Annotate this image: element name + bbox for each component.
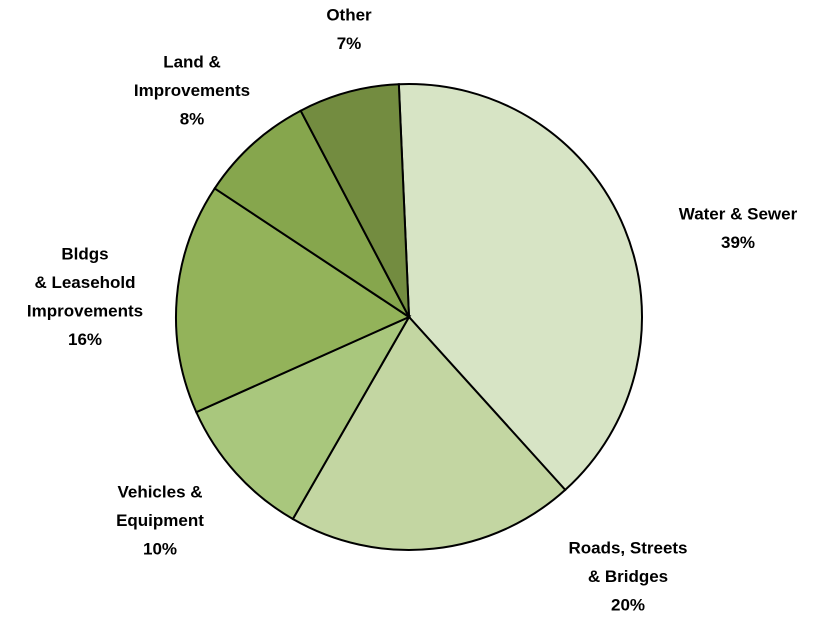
value-label: 7% — [337, 34, 362, 53]
pie-slice — [175, 187, 412, 414]
pie-slice — [291, 315, 567, 551]
pie-slice — [397, 83, 643, 492]
value-label: 20% — [611, 595, 645, 614]
slice-label: Vehicles & — [117, 482, 202, 501]
value-label: 10% — [143, 539, 177, 558]
pie-slice — [299, 83, 410, 318]
slice-label: Equipment — [116, 511, 204, 530]
slice-label: & Leasehold — [34, 273, 135, 292]
slice-label: Water & Sewer — [679, 204, 798, 223]
pie-slice — [213, 109, 410, 318]
slice-label: Improvements — [27, 301, 143, 320]
slice-label: Bldgs — [61, 244, 108, 263]
slice-label: Roads, Streets — [568, 538, 687, 557]
slice-label: & Bridges — [588, 567, 668, 586]
slice-label: Other — [326, 5, 372, 24]
pie-slice — [194, 314, 412, 521]
value-label: 16% — [68, 330, 102, 349]
slice-label: Land & — [163, 52, 221, 71]
value-label: 39% — [721, 233, 755, 252]
slice-label: Improvements — [134, 81, 250, 100]
value-label: 8% — [180, 109, 205, 128]
